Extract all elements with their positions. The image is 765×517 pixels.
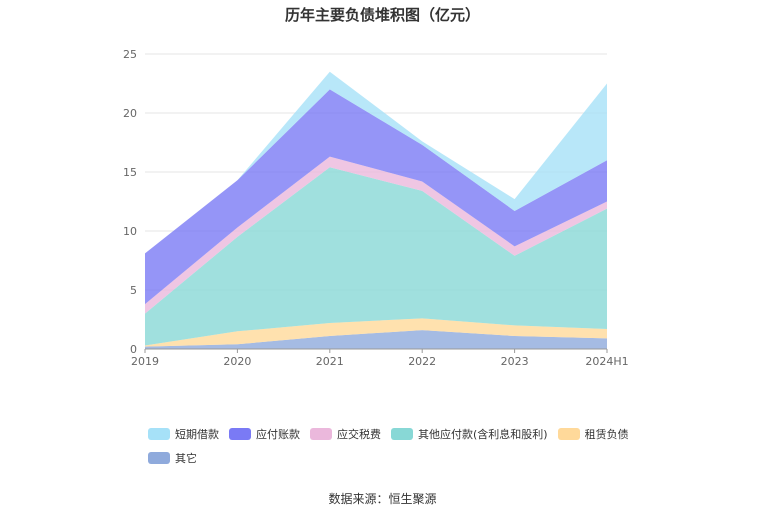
area-series-3 — [145, 156, 607, 314]
legend-swatch — [557, 428, 580, 440]
y-tick-label: 20 — [123, 107, 137, 120]
legend-swatch — [391, 428, 413, 440]
area-series-4 — [145, 89, 607, 305]
x-tick-label: 2023 — [501, 355, 529, 368]
legend-label: 其它 — [175, 452, 197, 465]
x-tick-label: 2020 — [223, 355, 251, 368]
chart-title: 历年主要负债堆积图（亿元） — [284, 6, 480, 24]
legend-item[interactable]: 其它 — [148, 450, 197, 466]
legend-label: 租赁负债 — [584, 428, 629, 441]
x-tick-label: 2019 — [131, 355, 159, 368]
legend-item[interactable]: 应付账款 — [229, 426, 300, 442]
x-tick-label: 2022 — [408, 355, 436, 368]
legend-swatch — [148, 452, 170, 464]
source-note: 数据来源：恒生聚源 — [328, 492, 437, 506]
area-series-2 — [145, 167, 607, 346]
y-tick-label: 5 — [130, 284, 137, 297]
x-tick-label: 2021 — [316, 355, 344, 368]
legend: 短期借款 应付账款 应交税费 其他应付款(含利息和股利) 租赁负债其它 — [148, 426, 668, 474]
legend-swatch — [148, 428, 170, 440]
legend-item[interactable]: 其他应付款(含利息和股利) — [391, 426, 548, 442]
y-tick-label: 0 — [130, 343, 137, 356]
legend-label: 应付账款 — [256, 428, 300, 441]
x-tick-label: 2024H1 — [585, 355, 628, 368]
legend-item[interactable]: 租赁负债 — [557, 426, 629, 442]
axes: 0 5 10 15 20 25 2019 2020 2021 2022 2023 2024H1 — [123, 48, 629, 368]
area-series-0 — [145, 330, 607, 349]
y-tick-label: 10 — [123, 225, 137, 238]
legend-label: 其他应付款(含利息和股利) — [418, 428, 548, 441]
legend-swatch — [310, 428, 332, 440]
legend-item[interactable]: 短期借款 — [148, 426, 219, 442]
legend-label: 短期借款 — [175, 428, 219, 441]
area-series-1 — [145, 318, 607, 347]
area-series-5 — [145, 71, 607, 254]
legend-swatch — [229, 428, 251, 440]
legend-label: 应交税费 — [337, 428, 381, 441]
area-series — [145, 71, 607, 349]
y-tick-label: 15 — [123, 166, 137, 179]
y-tick-label: 25 — [123, 48, 137, 61]
legend-item[interactable]: 应交税费 — [310, 426, 381, 442]
stacked-area-chart: 0 5 10 15 20 25 2019 2020 2021 2022 2023 2024H1 — [123, 48, 629, 368]
